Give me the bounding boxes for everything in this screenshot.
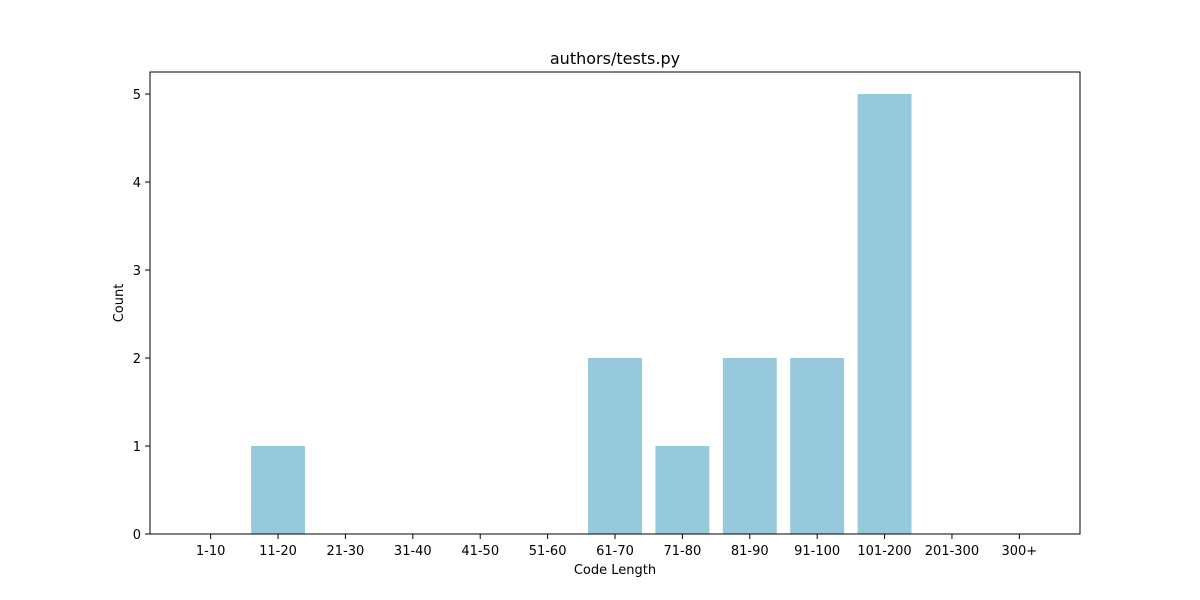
bar-11-20 — [251, 446, 305, 534]
x-axis-label: Code Length — [574, 563, 656, 578]
y-tick-label: 5 — [133, 88, 141, 103]
x-tick-label: 91-100 — [794, 544, 840, 559]
x-tick-label: 21-30 — [327, 544, 365, 559]
y-tick-label: 0 — [133, 528, 141, 543]
x-tick-label: 300+ — [1001, 544, 1037, 559]
bar-91-100 — [790, 358, 845, 534]
x-axis-ticks: 1-10 11-20 21-30 31-40 41-50 51-60 61-70 71-80 8… — [196, 534, 1037, 559]
bars-group — [251, 94, 912, 534]
x-tick-label: 31-40 — [394, 544, 432, 559]
y-axis-label: Count — [112, 284, 127, 323]
x-tick-label: 41-50 — [461, 544, 499, 559]
x-tick-label: 1-10 — [196, 544, 226, 559]
x-tick-label: 81-90 — [731, 544, 769, 559]
bar-81-90 — [722, 358, 777, 534]
y-tick-label: 3 — [133, 264, 141, 279]
chart-title: authors/tests.py — [550, 49, 680, 68]
x-tick-label: 71-80 — [664, 544, 702, 559]
y-axis-ticks: 0 1 2 3 4 5 — [133, 88, 150, 543]
y-tick-label: 2 — [133, 352, 141, 367]
y-tick-label: 1 — [133, 440, 141, 455]
bar-61-70 — [588, 358, 642, 534]
x-tick-label: 11-20 — [259, 544, 297, 559]
x-tick-label: 201-300 — [925, 544, 979, 559]
x-tick-label: 61-70 — [596, 544, 634, 559]
bar-71-80 — [655, 446, 710, 534]
x-tick-label: 51-60 — [529, 544, 567, 559]
bar-101-200 — [857, 94, 912, 534]
x-tick-label: 101-200 — [857, 544, 911, 559]
y-tick-label: 4 — [133, 176, 141, 191]
